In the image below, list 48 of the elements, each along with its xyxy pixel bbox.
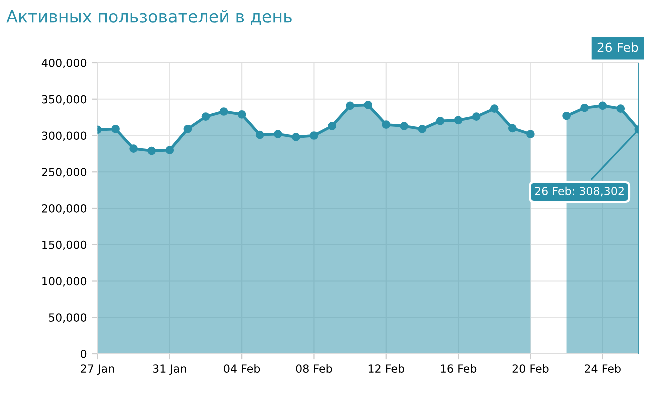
point <box>292 133 300 142</box>
y-tick-label: 250,000 <box>42 168 87 178</box>
y-tick-label: 350,000 <box>42 95 87 105</box>
point <box>454 116 463 125</box>
point <box>562 112 571 120</box>
x-tick-label: 16 Feb <box>441 364 477 374</box>
point <box>184 125 192 134</box>
y-tick-label: 100,000 <box>42 277 87 287</box>
point <box>580 104 589 112</box>
x-tick-label: 31 Jan <box>153 364 186 376</box>
point <box>130 144 138 154</box>
x-tick-label: 20 Feb <box>512 364 549 374</box>
point <box>256 130 264 140</box>
point <box>202 112 210 121</box>
x-tick-label: 24 Feb <box>585 364 621 374</box>
point <box>418 125 427 134</box>
point <box>472 112 481 121</box>
point <box>400 122 409 130</box>
point <box>526 130 535 138</box>
annotation: 26 Feb: 308,302 <box>535 186 624 197</box>
chart-title: Активных пользователей в день <box>6 10 292 25</box>
x-tick-label: 08 Feb <box>296 364 332 374</box>
point <box>490 104 499 113</box>
point <box>112 125 120 134</box>
point <box>364 101 373 110</box>
point <box>274 130 282 138</box>
y-tick-label: 0 <box>80 350 87 358</box>
y-tick-label: 50,000 <box>49 314 87 324</box>
point <box>598 102 608 110</box>
y-tick-label: 300,000 <box>42 132 87 142</box>
point <box>238 110 246 119</box>
x-tick-label: 27 Jan <box>81 364 114 376</box>
point <box>166 146 174 154</box>
point <box>382 120 391 130</box>
point <box>346 102 354 110</box>
ref-line-label: 26 Feb <box>598 42 638 52</box>
point <box>436 117 445 126</box>
point <box>220 108 228 116</box>
x-tick-label: 12 Feb <box>368 364 404 374</box>
y-tick-label: 400,000 <box>42 58 87 69</box>
y-tick-label: 200,000 <box>42 204 87 214</box>
y-tick-label: 150,000 <box>42 240 87 250</box>
point <box>310 132 318 140</box>
point <box>508 124 517 133</box>
point <box>328 122 336 130</box>
point <box>148 146 156 156</box>
point <box>616 104 626 113</box>
x-tick-label: 04 Feb <box>224 364 260 374</box>
